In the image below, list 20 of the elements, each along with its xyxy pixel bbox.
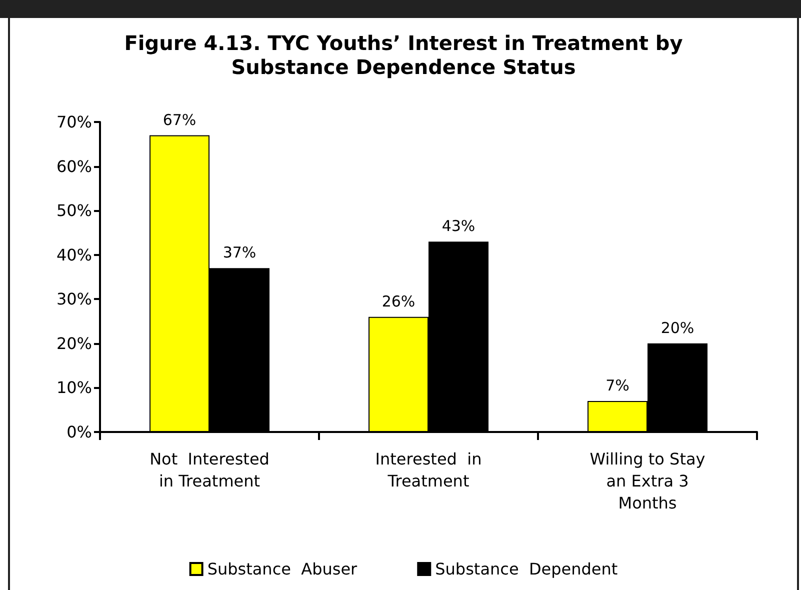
data-label: 20% (660, 318, 694, 337)
legend-label: Substance Abuser (207, 560, 358, 578)
data-label: 7% (606, 376, 630, 394)
data-label: 67% (162, 110, 196, 129)
x-tick-label: Not Interested in Treatment (150, 450, 270, 490)
data-label: 37% (222, 244, 256, 262)
data-label: 26% (382, 292, 416, 310)
y-tick-label: 70% (56, 112, 92, 132)
x-tick-label: Willing to Stay an Extra 3 Months (590, 450, 706, 512)
chart-title: Figure 4.13. TYC Youths’ Interest in Treatment by Substance Dependence Status (124, 31, 683, 79)
y-tick-label: 0% (66, 422, 92, 442)
y-tick-label: 40% (56, 245, 92, 264)
y-tick-label: 20% (56, 334, 92, 353)
x-tick-label: Interested in Treatment (375, 450, 482, 490)
y-tick-label: 60% (56, 156, 92, 176)
legend-label: Substance Dependent (435, 560, 618, 578)
data-label: 43% (442, 217, 476, 236)
y-tick-label: 30% (56, 290, 92, 309)
y-tick-label: 50% (56, 201, 92, 220)
y-tick-label: 10% (56, 378, 92, 398)
